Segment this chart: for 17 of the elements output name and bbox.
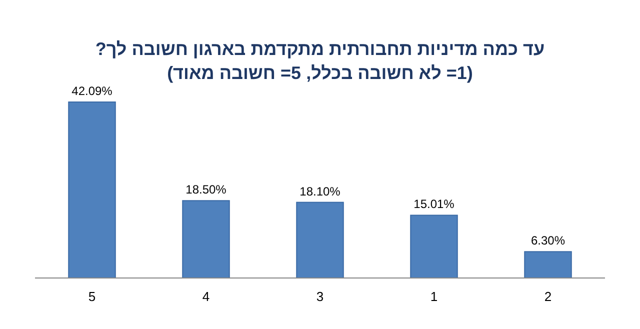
x-tick-label: 4 [202,289,210,304]
chart-subtitle: (1= לא חשובה בכלל, 5= חשובה מאוד) [167,63,473,83]
bar [410,214,458,278]
x-tick-label: 5 [88,289,96,304]
data-label: 18.10% [300,184,341,198]
x-tick-label: 1 [430,289,438,304]
data-label: 6.30% [530,234,566,248]
bar [524,251,572,278]
bar [296,202,344,278]
bar [182,200,230,278]
data-label: 18.50% [186,182,227,197]
data-label: 15.01% [414,197,455,212]
x-tick-label: 3 [316,289,324,304]
data-label: 42.09% [72,84,113,98]
chart-title: עד כמה מדיניות תחבורתית מתקדמת בארגון חשובה לך? [95,39,545,59]
bar [68,102,116,278]
x-tick-label: 2 [544,289,552,304]
